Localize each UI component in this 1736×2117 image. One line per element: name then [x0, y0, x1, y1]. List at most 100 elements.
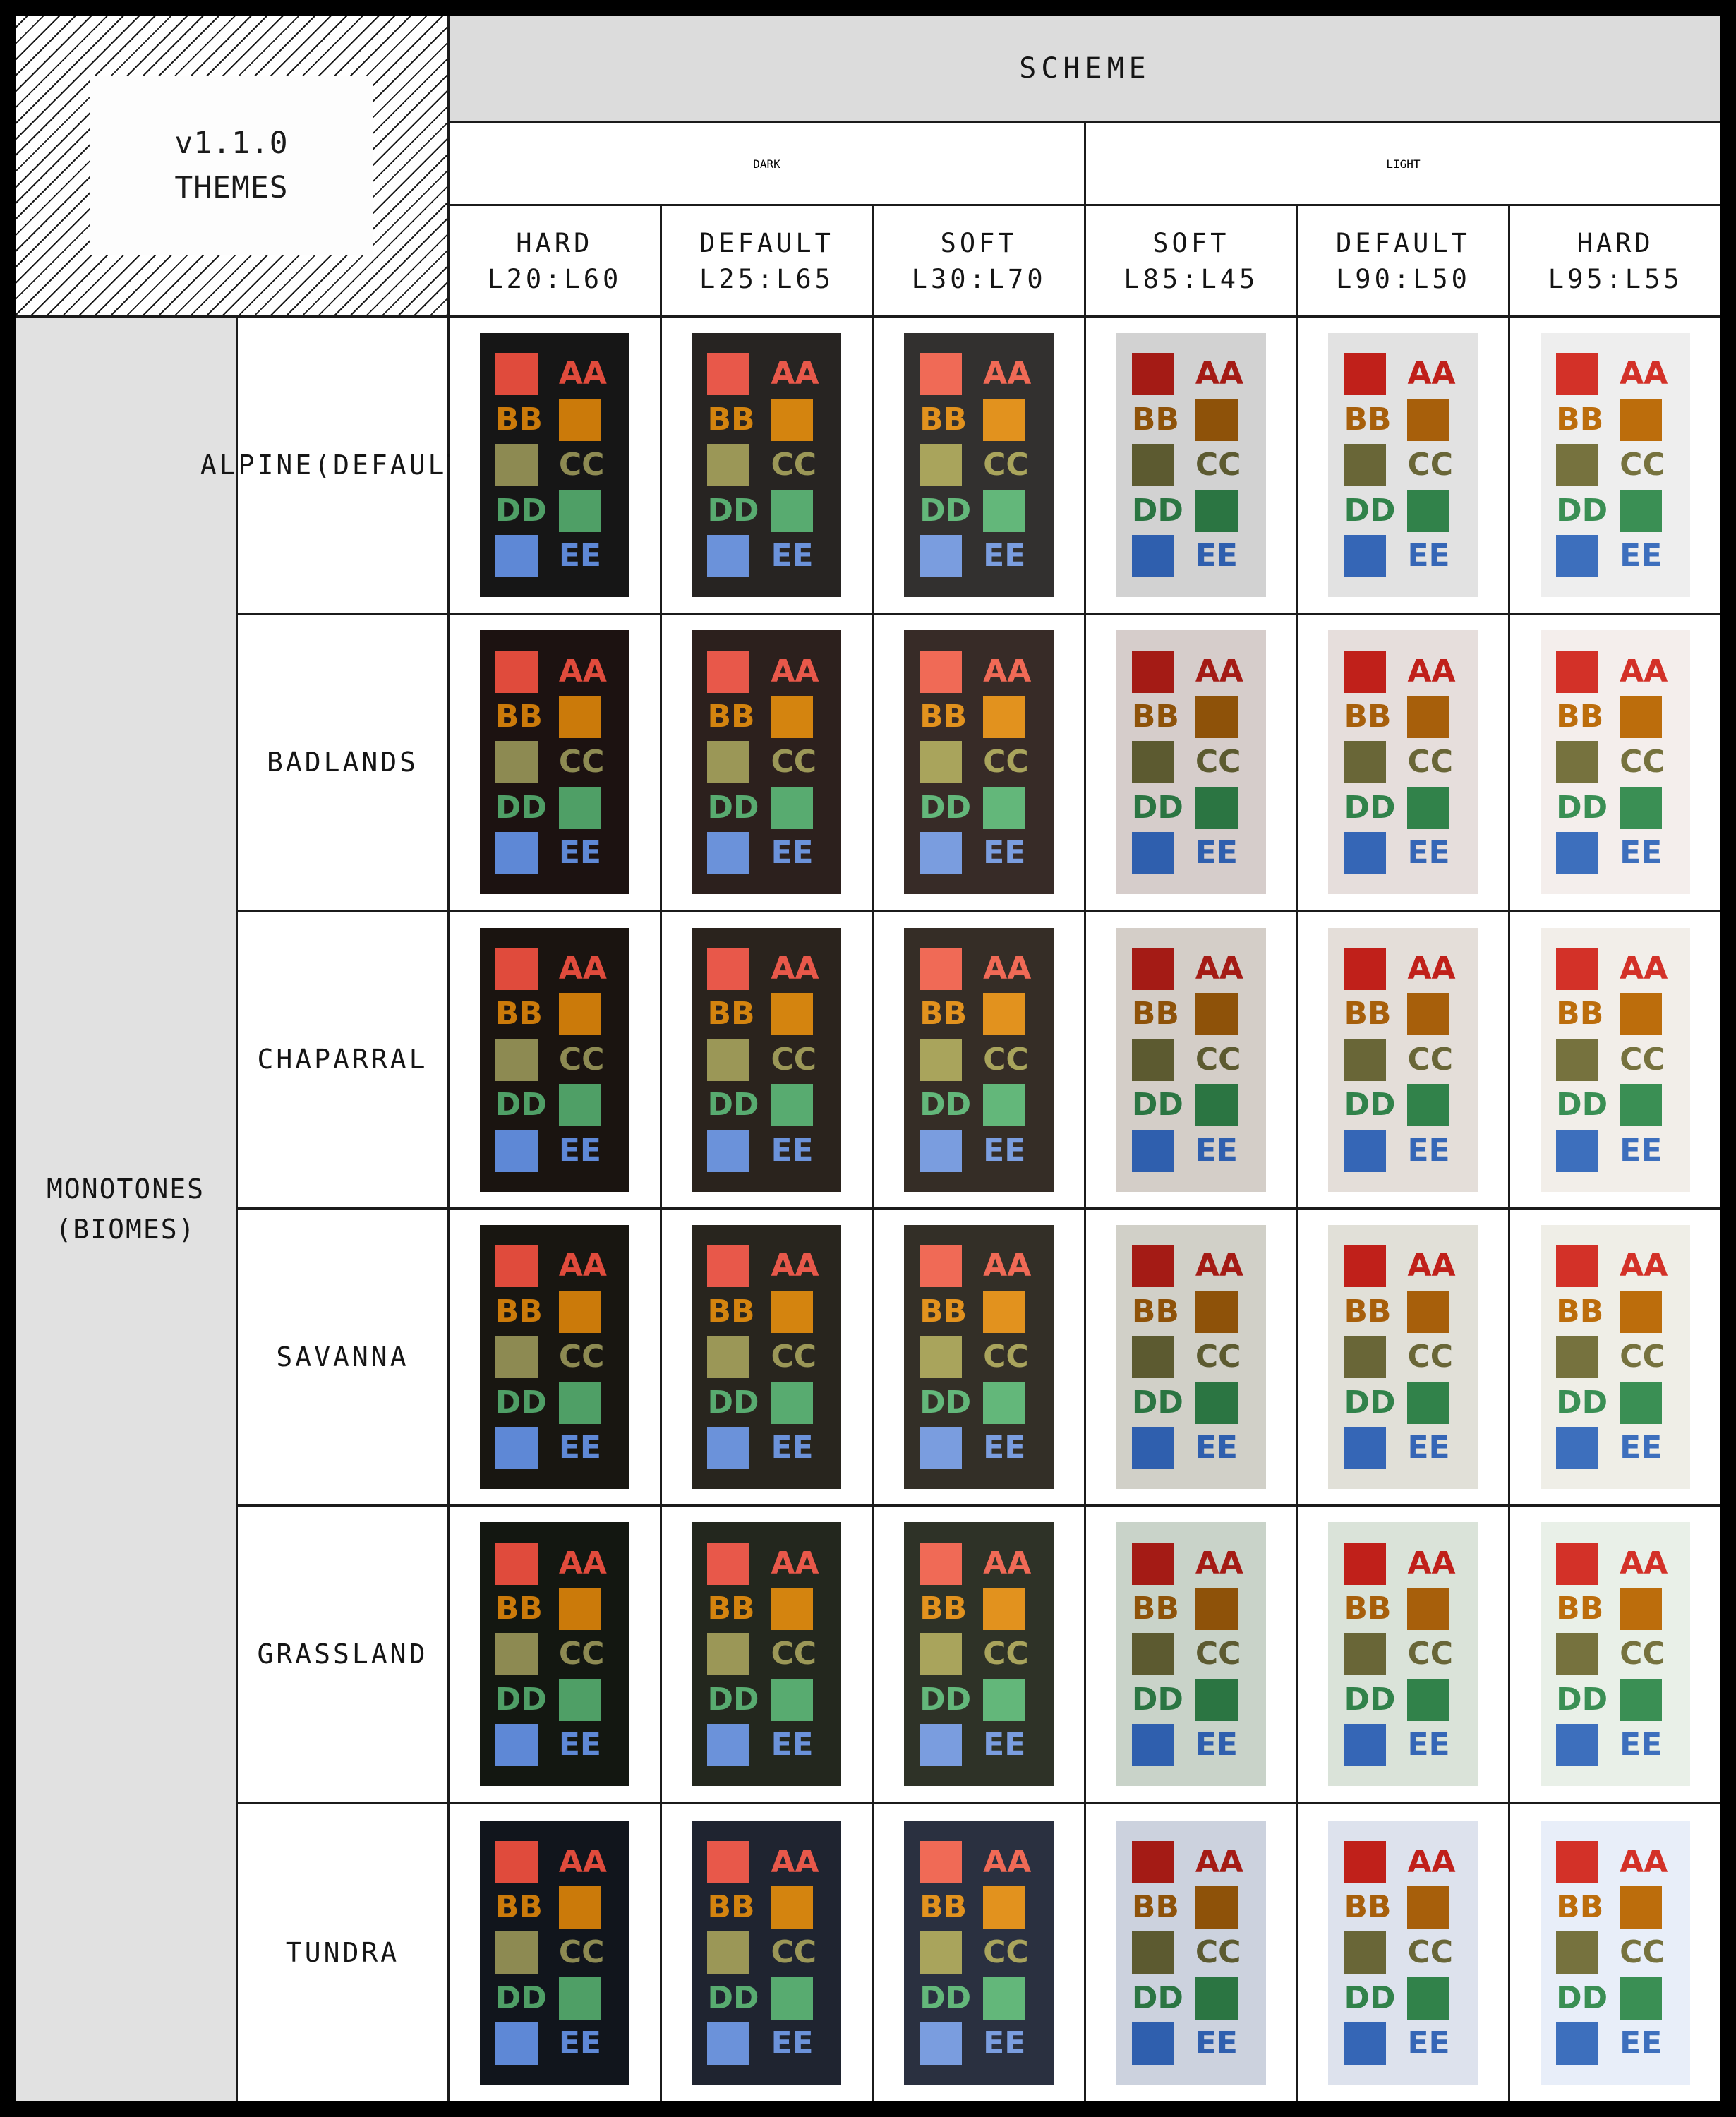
color-chip-cc: [707, 1633, 750, 1676]
palette-panel: AA BB CC DD EE: [692, 333, 842, 598]
swatch-cell[interactable]: AA BB CC DD EE: [1085, 1507, 1298, 1804]
color-label-cc: CC: [983, 1636, 1029, 1672]
color-chip-dd: [1195, 786, 1238, 829]
color-label-dd: DD: [1344, 789, 1396, 826]
color-chip-cc: [920, 444, 963, 487]
palette-panel: AA BB CC DD EE: [1328, 1821, 1478, 2085]
color-chip-bb: [983, 993, 1026, 1036]
swatch-cell[interactable]: AA BB CC DD EE: [450, 912, 662, 1210]
color-label-cc: CC: [1407, 447, 1454, 483]
swatch-cell[interactable]: AA BB CC DD EE: [1085, 318, 1298, 615]
color-chip-dd: [558, 1381, 601, 1424]
swatch-cell[interactable]: AA BB CC DD EE: [1510, 1804, 1720, 2101]
color-chip-bb: [558, 1588, 601, 1631]
color-chip-aa: [920, 1542, 963, 1585]
swatch-cell[interactable]: AA BB CC DD EE: [661, 1210, 874, 1507]
color-label-bb: BB: [495, 996, 543, 1032]
swatch-cell[interactable]: AA BB CC DD EE: [450, 318, 662, 615]
color-chip-aa: [1556, 1245, 1599, 1288]
biome-name-badlands: BADLANDS: [238, 615, 450, 912]
swatch-cell[interactable]: AA BB CC DD EE: [1510, 912, 1720, 1210]
color-label-bb: BB: [1344, 1591, 1392, 1627]
color-chip-aa: [1344, 1542, 1387, 1585]
color-chip-cc: [1344, 1931, 1387, 1974]
swatch-cell[interactable]: AA BB CC DD EE: [1510, 1507, 1720, 1804]
swatch-cell[interactable]: AA BB CC DD EE: [1510, 615, 1720, 912]
monotones-spine: MONOTONES (BIOMES): [16, 318, 238, 2101]
color-label-aa: AA: [1620, 1545, 1668, 1581]
color-chip-ee: [1131, 1724, 1174, 1767]
color-chip-dd: [1620, 1381, 1663, 1424]
color-label-bb: BB: [1344, 996, 1392, 1032]
color-label-dd: DD: [495, 1979, 547, 2016]
swatch-cell[interactable]: AA BB CC DD EE: [1085, 1210, 1298, 1507]
color-chip-cc: [1131, 1038, 1174, 1081]
color-label-ee: EE: [771, 537, 814, 574]
swatch-cell[interactable]: AA BB CC DD EE: [1298, 1507, 1511, 1804]
color-label-bb: BB: [1556, 401, 1604, 438]
swatch-cell[interactable]: AA BB CC DD EE: [661, 1507, 874, 1804]
color-label-ee: EE: [1195, 1429, 1238, 1466]
color-label-dd: DD: [1556, 492, 1608, 529]
swatch-cell[interactable]: AA BB CC DD EE: [874, 615, 1086, 912]
swatch-cell[interactable]: AA BB CC DD EE: [1298, 912, 1511, 1210]
color-label-aa: AA: [1195, 1545, 1243, 1581]
swatch-cell[interactable]: AA BB CC DD EE: [450, 1210, 662, 1507]
color-chip-cc: [1344, 741, 1387, 784]
color-label-aa: AA: [558, 1248, 607, 1284]
color-chip-bb: [983, 1290, 1026, 1333]
color-label-bb: BB: [707, 996, 755, 1032]
color-label-bb: BB: [495, 401, 543, 438]
page-title: THEMES: [174, 169, 289, 205]
swatch-cell[interactable]: AA BB CC DD EE: [1298, 1210, 1511, 1507]
swatch-cell[interactable]: AA BB CC DD EE: [874, 912, 1086, 1210]
swatch-cell[interactable]: AA BB CC DD EE: [1298, 318, 1511, 615]
color-chip-aa: [707, 1840, 750, 1883]
color-chip-bb: [1620, 398, 1663, 441]
swatch-cell[interactable]: AA BB CC DD EE: [874, 318, 1086, 615]
color-label-cc: CC: [771, 1041, 817, 1078]
color-label-dd: DD: [1344, 1681, 1396, 1718]
color-label-dd: DD: [920, 1979, 972, 2016]
swatch-cell[interactable]: AA BB CC DD EE: [661, 615, 874, 912]
color-chip-ee: [1556, 534, 1599, 577]
color-chip-ee: [707, 534, 750, 577]
variant-luminance: L20:L60: [487, 263, 622, 294]
swatch-cell[interactable]: AA BB CC DD EE: [1298, 615, 1511, 912]
color-label-bb: BB: [920, 1888, 968, 1925]
swatch-cell[interactable]: AA BB CC DD EE: [661, 318, 874, 615]
swatch-cell[interactable]: AA BB CC DD EE: [874, 1507, 1086, 1804]
color-label-ee: EE: [558, 1132, 601, 1169]
color-chip-bb: [558, 1290, 601, 1333]
swatch-cell[interactable]: AA BB CC DD EE: [450, 615, 662, 912]
swatch-cell[interactable]: AA BB CC DD EE: [1510, 318, 1720, 615]
color-chip-bb: [771, 1588, 814, 1631]
color-chip-bb: [1620, 1290, 1663, 1333]
color-label-ee: EE: [1407, 1727, 1450, 1763]
swatch-cell[interactable]: AA BB CC DD EE: [661, 912, 874, 1210]
swatch-cell[interactable]: AA BB CC DD EE: [1085, 615, 1298, 912]
swatch-cell[interactable]: AA BB CC DD EE: [874, 1804, 1086, 2101]
swatch-cell[interactable]: AA BB CC DD EE: [874, 1210, 1086, 1507]
color-label-bb: BB: [495, 1293, 543, 1329]
color-chip-dd: [1407, 1977, 1450, 2020]
color-chip-cc: [920, 741, 963, 784]
palette-panel: AA BB CC DD EE: [1328, 333, 1478, 598]
palette-panel: AA BB CC DD EE: [904, 630, 1054, 895]
color-chip-aa: [495, 1542, 538, 1585]
color-chip-dd: [1620, 786, 1663, 829]
swatch-cell[interactable]: AA BB CC DD EE: [661, 1804, 874, 2101]
swatch-cell[interactable]: AA BB CC DD EE: [1510, 1210, 1720, 1507]
palette-panel: AA BB CC DD EE: [904, 1522, 1054, 1787]
swatch-cell[interactable]: AA BB CC DD EE: [1085, 912, 1298, 1210]
color-label-bb: BB: [495, 1591, 543, 1627]
color-label-dd: DD: [495, 1384, 547, 1421]
palette-panel: AA BB CC DD EE: [692, 1225, 842, 1490]
color-chip-ee: [1131, 1129, 1174, 1172]
swatch-cell[interactable]: AA BB CC DD EE: [1298, 1804, 1511, 2101]
swatch-cell[interactable]: AA BB CC DD EE: [450, 1804, 662, 2101]
swatch-cell[interactable]: AA BB CC DD EE: [450, 1507, 662, 1804]
color-label-ee: EE: [771, 835, 814, 871]
swatch-cell[interactable]: AA BB CC DD EE: [1085, 1804, 1298, 2101]
color-chip-dd: [1407, 1678, 1450, 1721]
